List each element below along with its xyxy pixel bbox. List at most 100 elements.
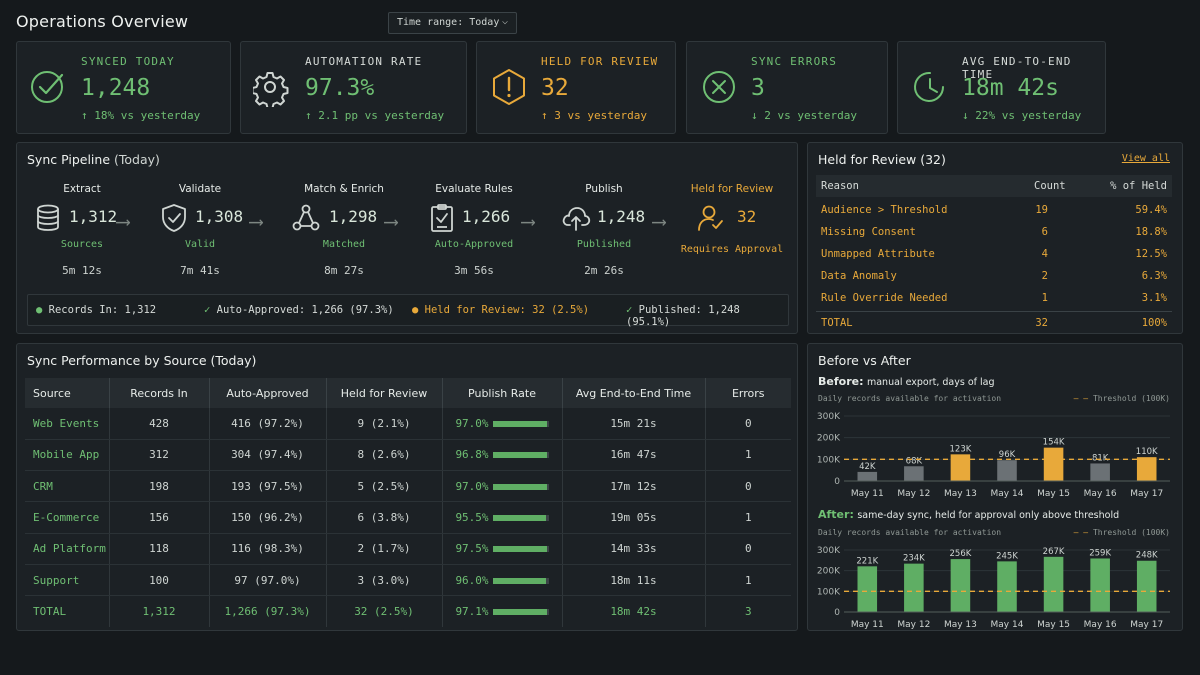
clock-icon — [914, 71, 944, 102]
bar-value-label: 42K — [859, 462, 876, 472]
bar — [1136, 560, 1157, 612]
gear-icon — [253, 72, 289, 107]
table-row[interactable]: Support 100 97 (97.0%) 3 (3.0%) 96.0% 18m 11s… — [25, 564, 791, 597]
summary-published: ✓ Published: 1,248 (95.1%) — [626, 304, 788, 328]
table-row[interactable]: Mobile App 312 304 (97.4%) 8 (2.6%) 96.8% 16m… — [25, 439, 791, 472]
publish-rate-cell: 95.5% — [442, 501, 563, 534]
review-total-label: TOTAL — [821, 317, 853, 329]
y-tick-label: 300K — [817, 412, 841, 422]
table-row[interactable]: Web Events 428 416 (97.2%) 9 (2.1%) 97.0% 15m… — [25, 408, 791, 440]
after-caption: Daily records available for activation — [818, 528, 1002, 537]
held-cell: 8 (2.6%) — [326, 439, 443, 472]
header-count: Count — [1034, 180, 1066, 192]
auto-approved-cell: 116 (98.3%) — [209, 533, 327, 565]
header-pct: % of Held — [1110, 180, 1167, 192]
avg-time-cell-text: 14m 33s — [610, 542, 657, 556]
errors-cell: 0 — [705, 470, 791, 503]
table-row[interactable]: CRM 198 193 (97.5%) 5 (2.5%) 97.0% 17m 12s 0 — [25, 470, 791, 503]
source-cell-text: E-Commerce — [33, 511, 100, 525]
review-row[interactable]: Unmapped Attribute 4 12.5% — [816, 243, 1172, 265]
errors-cell-text: 1 — [744, 448, 752, 462]
kpi-automation-rate: AUTOMATION RATE 97.3% ↑ 2.1 pp vs yester… — [240, 41, 467, 134]
avg-time-cell-text: 18m 42s — [610, 605, 657, 619]
avg-time-cell-text: 18m 11s — [610, 573, 657, 587]
stage-sub: Valid — [184, 239, 216, 250]
stage-label: Validate — [178, 183, 222, 195]
view-all-link[interactable]: View all — [1121, 153, 1170, 164]
header-source[interactable]: Source — [25, 378, 110, 408]
x-tick-label: May 11 — [851, 620, 884, 630]
stage-value: 1,298 — [329, 207, 378, 226]
kpi-sync-errors: SYNC ERRORS 3 ↓ 2 vs yesterday — [686, 41, 888, 134]
table-row[interactable]: E-Commerce 156 150 (96.2%) 6 (3.8%) 95.5% 19m… — [25, 501, 791, 534]
review-reason: Unmapped Attribute — [821, 248, 935, 260]
header-held-for-review[interactable]: Held for Review — [326, 378, 443, 408]
records-cell: 1,312 — [109, 595, 210, 628]
publish-rate-bar-fill — [492, 452, 547, 459]
errors-cell: 0 — [705, 408, 791, 440]
stage-time: 7m 41s — [180, 264, 220, 277]
review-row[interactable]: Rule Override Needed 1 3.1% — [816, 287, 1172, 309]
pipeline-title: Sync Pipeline (Today) — [27, 152, 160, 167]
review-count: 1 — [1041, 292, 1048, 304]
records-cell-text: 428 — [149, 416, 169, 430]
before-label-title: Before: — [818, 375, 864, 388]
auto-approved-cell-text: 97 (97.0%) — [234, 573, 301, 587]
stage-time: 3m 56s — [454, 264, 494, 277]
records-cell: 312 — [109, 439, 210, 472]
publish-rate-cell: 96.0% — [442, 564, 563, 597]
auto-approved-cell: 304 (97.4%) — [209, 439, 327, 472]
divider — [816, 311, 1172, 312]
source-cell-text: Support — [33, 573, 80, 587]
x-tick-label: May 17 — [1130, 620, 1163, 630]
kpi-value: 18m 42s — [962, 75, 1059, 101]
x-tick-label: May 16 — [1084, 620, 1117, 630]
source-cell: Ad Platform — [25, 533, 110, 565]
bar — [950, 454, 971, 481]
bar-value-label: 110K — [1136, 447, 1158, 457]
errors-cell-text: 0 — [744, 479, 752, 493]
header-avg-time[interactable]: Avg End-to-End Time — [562, 378, 706, 408]
errors-cell: 1 — [705, 439, 791, 472]
kpi-avg-end-to-end-time: AVG END-TO-END TIME 18m 42s ↓ 22% vs yes… — [897, 41, 1106, 134]
check-icon: ✓ — [204, 304, 211, 316]
records-cell-text: 312 — [149, 448, 169, 462]
header-records-in[interactable]: Records In — [109, 378, 210, 408]
sync-pipeline-panel: Sync Pipeline (Today) Extract 1,312 Sour… — [16, 142, 798, 334]
held-cell-text: 9 (2.1%) — [357, 416, 411, 430]
source-cell: CRM — [25, 470, 110, 503]
time-range-select[interactable]: Time range: Today ⌵ — [388, 12, 517, 34]
review-row[interactable]: Missing Consent 6 18.8% — [816, 221, 1172, 243]
y-tick-label: 0 — [834, 477, 840, 487]
source-cell-text: Ad Platform — [33, 542, 106, 556]
review-total-pct: 100% — [1141, 317, 1167, 329]
y-tick-label: 100K — [817, 455, 841, 465]
stage-sub: Published — [576, 239, 632, 250]
held-cell-text: 6 (3.8%) — [357, 511, 411, 525]
header-publish-rate[interactable]: Publish Rate — [442, 378, 563, 408]
records-cell: 198 — [109, 470, 210, 503]
errors-cell: 3 — [705, 596, 791, 627]
review-row[interactable]: Data Anomaly 2 6.3% — [816, 265, 1172, 287]
stage-label: Publish — [585, 183, 623, 195]
arrow-right-icon: ⟶ — [117, 209, 130, 233]
records-cell-text: 1,312 — [142, 605, 176, 619]
bar-value-label: 267K — [1043, 547, 1065, 557]
review-row[interactable]: Audience > Threshold 19 59.4% — [816, 199, 1172, 221]
avg-time-cell: 18m 42s — [562, 595, 706, 628]
summary-auto-approved-text: Auto-Approved: 1,266 (97.3%) — [216, 304, 394, 316]
header-auto-approved[interactable]: Auto-Approved — [209, 378, 327, 408]
kpi-delta: ↓ 22% vs yesterday — [962, 109, 1082, 122]
x-tick-label: May 16 — [1084, 489, 1117, 499]
table-row[interactable]: Ad Platform 118 116 (98.3%) 2 (1.7%) 97.5% 14… — [25, 533, 791, 565]
source-cell: Web Events — [25, 408, 110, 440]
errors-cell-text: 0 — [744, 416, 752, 430]
kpi-label: AUTOMATION RATE — [305, 55, 423, 68]
stage-value: 1,308 — [195, 207, 244, 226]
user-review-icon — [698, 205, 723, 231]
review-pct: 6.3% — [1141, 270, 1167, 282]
bar — [997, 561, 1017, 612]
kpi-held-for-review: HELD FOR REVIEW 32 ↑ 3 vs yesterday — [476, 41, 676, 134]
bar-value-label: 154K — [1043, 438, 1065, 448]
header-errors[interactable]: Errors — [705, 378, 791, 408]
